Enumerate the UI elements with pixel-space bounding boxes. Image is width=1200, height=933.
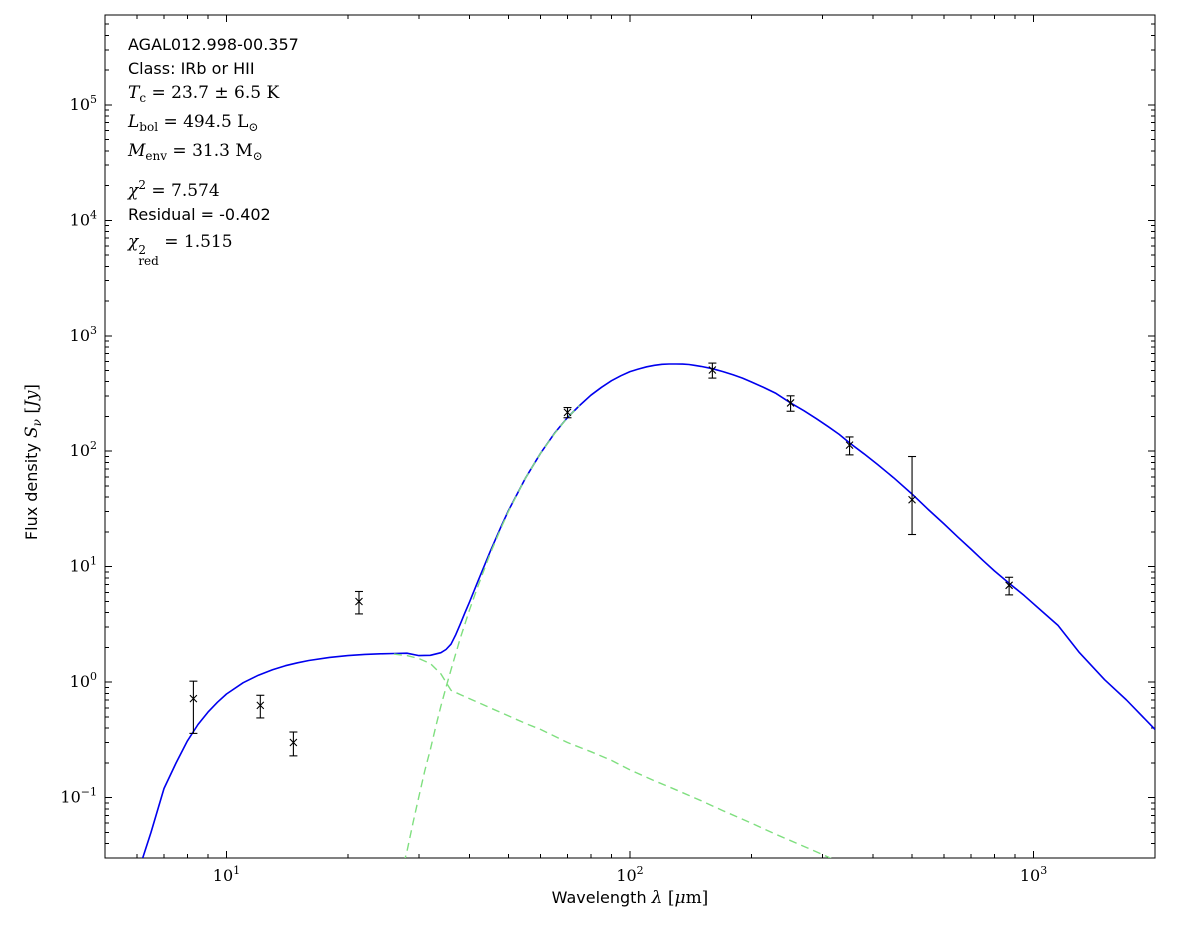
x-marker [355, 597, 363, 606]
x-marker [786, 399, 795, 407]
annotation-class: Class: IRb or HII [128, 59, 255, 78]
warm-component-curve [393, 653, 832, 858]
annotation-source-name: AGAL012.998-00.357 [128, 35, 299, 54]
y-tick-label: 101 [70, 555, 97, 576]
y-tick-label: 105 [70, 93, 97, 114]
x-marker [563, 408, 572, 417]
y-axis-label: Flux density Sν [Jy] [22, 383, 44, 541]
x-tick-label: 102 [616, 864, 643, 885]
y-tick-label: 102 [70, 439, 97, 460]
annotation-chi-squared: χ2 = 7.574 [128, 178, 220, 201]
y-tick-label: 10−1 [60, 786, 97, 807]
x-tick-label: 101 [213, 864, 240, 885]
y-tick-label: 103 [70, 324, 97, 345]
x-marker [289, 738, 298, 747]
total-fit-curve [141, 363, 1155, 858]
x-tick-label: 103 [1020, 864, 1047, 885]
y-tick-label: 104 [70, 208, 97, 229]
cold-component-curve [404, 405, 581, 858]
sup-sub-script: 2 red [138, 243, 159, 268]
y-tick-label: 100 [70, 670, 97, 691]
x-tick-labels: 101 102 103 [213, 864, 1047, 885]
x-marker [908, 495, 916, 504]
y-tick-labels: 10−1 100 101 102 103 104 105 [60, 93, 97, 807]
annotation-residual: Residual = -0.402 [128, 205, 271, 224]
x-marker [1005, 581, 1014, 590]
annotation-envelope-mass: Menv = 31.3 M⊙ [128, 141, 263, 163]
annotation-bolometric-luminosity: Lbol = 494.5 L⊙ [128, 112, 259, 134]
x-marker [708, 366, 717, 374]
annotation-reduced-chi-squared: χ 2 red = 1.515 [128, 232, 233, 268]
axis-ticks [105, 15, 1155, 858]
x-axis-label: Wavelength λ [μm] [551, 888, 709, 908]
x-marker [256, 701, 265, 710]
fit-results-annotation: AGAL012.998-00.357 Class: IRb or HII Tc = … [128, 33, 299, 267]
photometry-points [189, 362, 1014, 757]
x-marker [845, 441, 854, 449]
x-marker [189, 694, 198, 703]
annotation-dust-temperature: Tc = 23.7 ± 6.5 K [128, 83, 280, 105]
